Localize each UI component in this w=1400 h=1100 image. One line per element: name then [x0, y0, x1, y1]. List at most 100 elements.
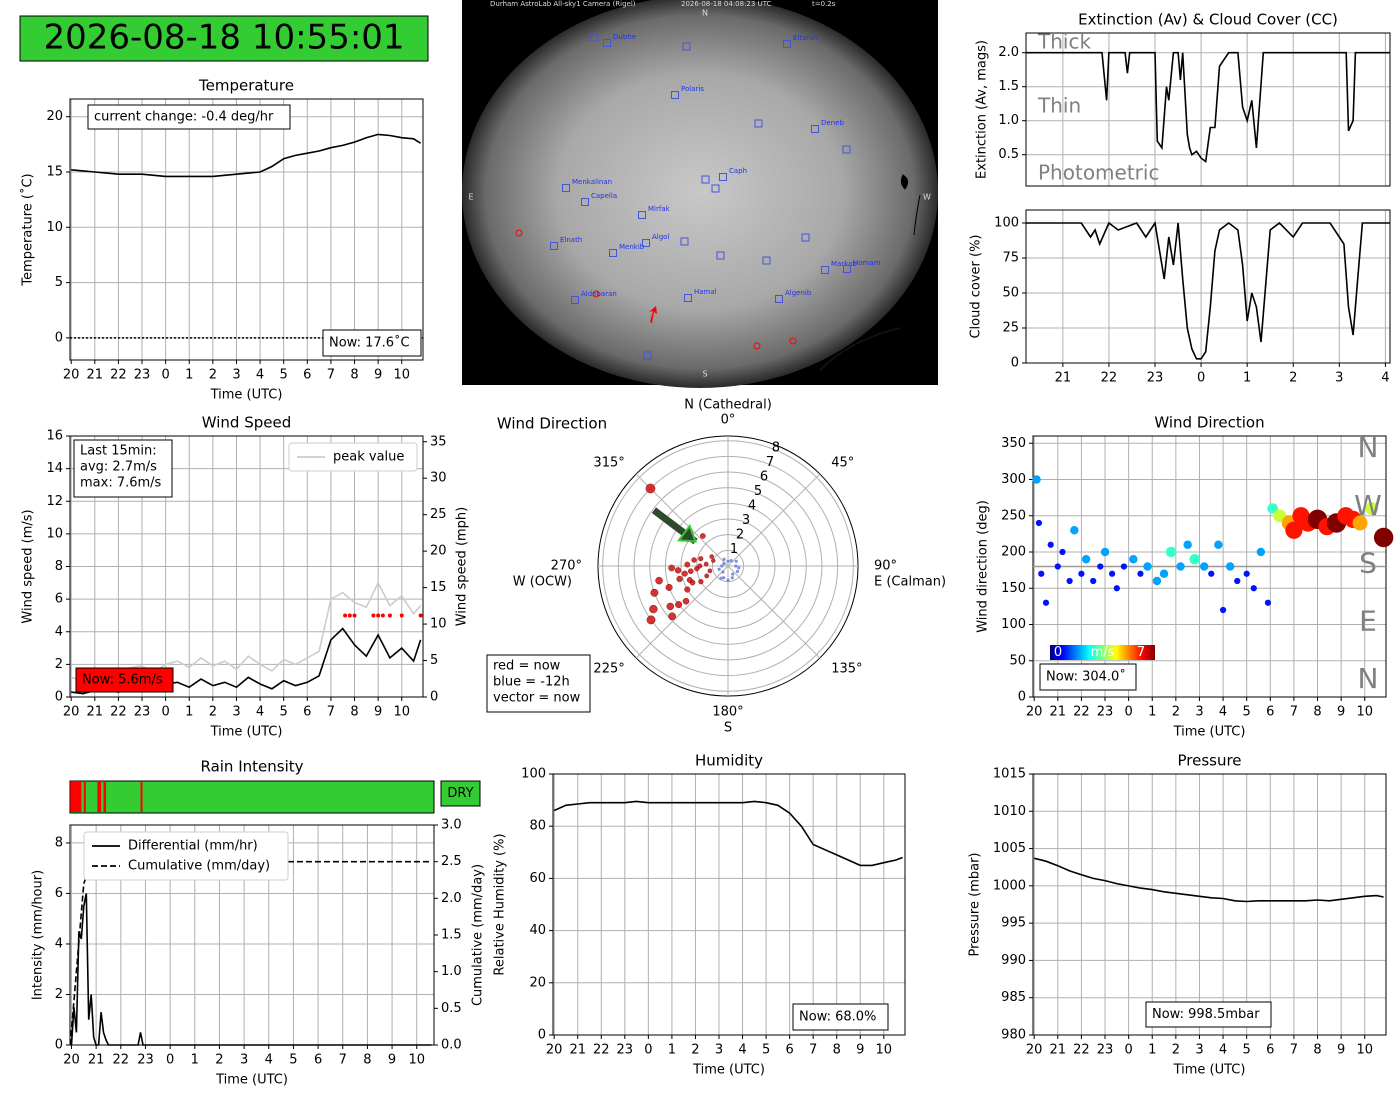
y2-tick-label: 3.0: [441, 818, 462, 833]
x-tick-label: 8: [363, 1053, 371, 1068]
data-point: [376, 613, 381, 618]
data-point: [734, 559, 738, 563]
y-tick-label: 0: [55, 1038, 63, 1053]
x-axis-label: Time (UTC): [210, 388, 283, 403]
data-point: [1120, 563, 1128, 570]
y-axis-label: Temperature (˚C): [20, 173, 36, 286]
r-tick-label: 2: [736, 528, 744, 543]
annotation-box: [87, 104, 291, 130]
x-tick-label: 22: [110, 368, 127, 383]
y2-tick-label: 1.0: [441, 964, 462, 979]
colorbar-min: 0: [1054, 645, 1062, 660]
y2-axis-label: Cumulative (mm/day): [471, 864, 486, 1006]
y2-tick-label: 5: [430, 653, 438, 668]
data-line: [1034, 857, 1384, 903]
camera-compass: S: [702, 370, 707, 379]
x-tick-label: 0: [166, 1053, 174, 1068]
x-tick-label: 7: [809, 1043, 817, 1058]
data-point: [1285, 521, 1303, 539]
y-tick-label: 20: [46, 109, 63, 124]
annotation-box: [792, 1003, 889, 1031]
y-tick-label: 12: [46, 494, 63, 509]
x-tick-label: 23: [617, 1043, 634, 1058]
y-tick-label: 8: [55, 559, 63, 574]
y-tick-label: 75: [1002, 251, 1019, 266]
legend-label: Cumulative (mm/day): [128, 859, 270, 874]
data-point: [1097, 563, 1104, 570]
y-tick-label: 50: [1009, 653, 1026, 668]
star-box: [701, 175, 710, 184]
x-tick-label: 22: [593, 1043, 610, 1058]
data-point: [722, 562, 726, 566]
y-tick-label: 5: [55, 275, 63, 290]
star-label: Aldebaran: [581, 290, 617, 298]
data-point: [1264, 599, 1272, 606]
theta-tick-label: 0°: [721, 413, 736, 428]
data-point: [649, 604, 658, 614]
x-tick-label: 5: [280, 368, 288, 383]
data-point: [1032, 475, 1041, 484]
data-point: [676, 575, 683, 583]
x-tick-label: 2: [209, 368, 217, 383]
x-tick-label: 4: [256, 368, 264, 383]
annotation: Last 15min:: [80, 444, 157, 459]
data-point: [1042, 599, 1050, 606]
r-tick-label: 6: [760, 470, 768, 485]
x-tick-label: 9: [374, 705, 382, 720]
y-tick-label: 1.5: [998, 79, 1019, 94]
y2-tick-label: 0: [430, 690, 438, 705]
x-tick-label: 0: [644, 1043, 652, 1058]
y2-tick-label: 25: [430, 507, 447, 522]
x-axis-label: Time (UTC): [1173, 1063, 1246, 1078]
data-point: [399, 613, 404, 618]
y2-tick-label: 2.0: [441, 891, 462, 906]
x-tick-label: 6: [303, 368, 311, 383]
data-point: [730, 576, 734, 580]
y-tick-label: 985: [1001, 990, 1026, 1005]
x-tick-label: 3: [1335, 371, 1343, 386]
data-point: [1152, 576, 1162, 586]
data-point: [1208, 570, 1215, 577]
x-tick-label: 2: [1172, 1043, 1180, 1058]
x-tick-label: 9: [856, 1043, 864, 1058]
x-tick-label: 8: [833, 1043, 841, 1058]
y-tick-label: 15: [46, 164, 63, 179]
data-point: [686, 577, 693, 583]
y-tick-label: 4: [55, 624, 63, 639]
y2-tick-label: 35: [430, 434, 447, 449]
y-tick-label: 8: [55, 835, 63, 850]
x-tick-label: 20: [63, 705, 80, 720]
x-tick-label: 23: [1147, 371, 1164, 386]
x-tick-label: 10: [393, 705, 410, 720]
data-point: [1038, 570, 1045, 577]
x-tick-label: 3: [1195, 1043, 1203, 1058]
annotation: max: 7.6m/s: [80, 476, 162, 491]
y2-tick-label: 30: [430, 471, 447, 486]
y-tick-label: 350: [1001, 436, 1026, 451]
data-point: [1352, 515, 1368, 531]
x-axis-label: Time (UTC): [1173, 725, 1246, 740]
x-tick-label: 5: [289, 1053, 297, 1068]
star-box: [671, 91, 679, 99]
annotation-box: [1039, 663, 1137, 691]
x-tick-label: 22: [1101, 371, 1118, 386]
x-axis-label: Time (UTC): [215, 1073, 288, 1088]
chart-title: Wind Direction: [1154, 414, 1264, 432]
data-point: [734, 564, 738, 568]
data-point: [1250, 585, 1257, 592]
y-tick-label: 2.0: [998, 45, 1019, 60]
planet-marker: [515, 229, 523, 237]
star-box: [762, 256, 771, 265]
data-point: [681, 570, 688, 577]
y-tick-label: 1015: [993, 767, 1026, 782]
theta-tick-label: 315°: [593, 455, 624, 470]
x-tick-label: 3: [232, 368, 240, 383]
y-axis-label: Intensity (mm/hour): [31, 870, 46, 1000]
x-tick-label: 3: [1195, 705, 1203, 720]
chart-title: Extinction (Av) & Cloud Cover (CC): [1078, 11, 1338, 29]
compass-letter: S: [1359, 547, 1377, 580]
compass-label: N (Cathedral): [684, 398, 772, 413]
y-tick-label: 100: [521, 767, 546, 782]
y-tick-label: 980: [1001, 1028, 1026, 1043]
grid-line: [635, 565, 729, 659]
